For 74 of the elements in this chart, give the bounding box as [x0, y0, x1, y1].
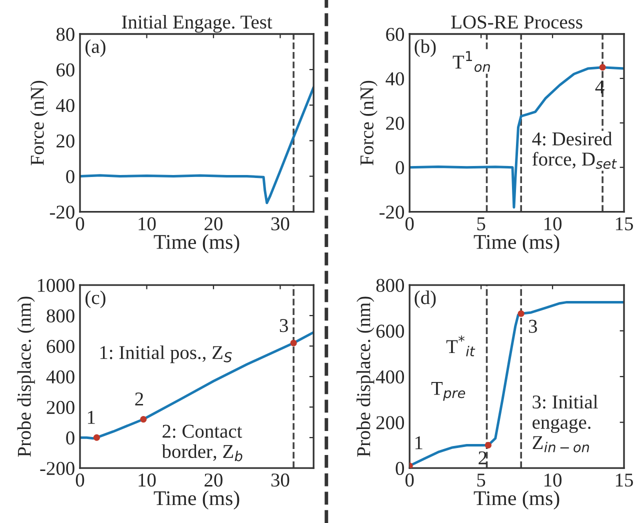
- x-tick-label: 30: [271, 217, 290, 230]
- x-axis-title: Time (ms): [474, 234, 560, 254]
- annotation: 2: [135, 392, 144, 406]
- x-axis-title: Time (ms): [154, 234, 240, 254]
- x-axis-title: Time (ms): [474, 490, 560, 510]
- y-tick-label: 200: [46, 400, 74, 414]
- annotation: T$_{pre}$: [431, 382, 466, 401]
- point: [140, 416, 147, 423]
- y-axis-title: Probe displace. (nm): [17, 296, 35, 457]
- annotation: 3: [528, 320, 537, 333]
- point: [290, 340, 297, 346]
- line-series: [80, 86, 314, 204]
- x-tick-label: 5: [477, 217, 486, 230]
- y-tick-label: 60: [56, 63, 74, 76]
- y-tick-label: 20: [386, 116, 404, 130]
- annotation: (c): [86, 290, 106, 308]
- y-tick-label: -20: [50, 206, 74, 219]
- annotation: 3: [280, 319, 288, 332]
- y-axis-title: Force (nN): [30, 80, 48, 166]
- annotation: 1: [88, 410, 95, 424]
- point: [93, 434, 100, 441]
- y-tick-label: -20: [380, 206, 404, 219]
- line-series: [80, 331, 314, 440]
- y-tick-label: 600: [46, 340, 74, 353]
- y-axis-title: Probe displace. (nm): [356, 296, 374, 457]
- x-tick-label: 10: [544, 217, 562, 230]
- annotation: 1: Initial pos., Z$_{S}$: [100, 345, 232, 364]
- y-tick-label: 0: [396, 462, 404, 476]
- x-tick-label: 10: [138, 217, 156, 230]
- point: [484, 442, 492, 448]
- y-tick-label: 800: [46, 309, 74, 322]
- y-tick-label: 600: [376, 324, 404, 338]
- annotation: 4: [595, 80, 604, 94]
- x-tick-label: 15: [616, 474, 633, 487]
- annotation: 3: Initial engage. Z$_{in−on}$: [532, 394, 598, 452]
- x-axis-title: Time (ms): [154, 490, 240, 510]
- x-tick-label: 0: [405, 217, 414, 230]
- annotation: 2: [478, 451, 486, 464]
- annotation: (a): [86, 39, 106, 57]
- y-axis-title: Force (nN): [360, 80, 378, 166]
- annotation: (d): [414, 290, 436, 308]
- x-tick-label: 5: [477, 474, 486, 487]
- annotation: T$^{1}$$_{on}$: [452, 51, 490, 72]
- y-tick-label: 20: [56, 134, 74, 148]
- x-tick-label: 20: [204, 474, 222, 487]
- y-tick-label: 60: [386, 28, 404, 41]
- annotation: 1: [415, 436, 422, 450]
- x-tick-label: 30: [271, 474, 290, 487]
- y-tick-label: 800: [376, 278, 404, 292]
- point: [518, 310, 524, 317]
- y-tick-label: 400: [46, 370, 74, 384]
- chart-title: LOS-RE Process: [451, 16, 582, 29]
- x-tick-label: 15: [616, 217, 633, 230]
- y-tick-label: 200: [376, 416, 404, 430]
- annotation: (b): [414, 39, 436, 57]
- annotation: 2: Contact border, Z$_{b}$: [162, 424, 242, 462]
- x-tick-label: 0: [405, 474, 414, 487]
- y-tick-label: 400: [376, 370, 404, 384]
- chart-title: Initial Engage. Test: [122, 14, 272, 33]
- y-tick-label: 80: [56, 28, 74, 41]
- x-tick-label: 0: [76, 474, 84, 487]
- y-tick-label: 1000: [38, 278, 74, 292]
- x-tick-label: 10: [544, 474, 562, 487]
- annotation: T$^{*}$$_{it}$: [446, 335, 476, 356]
- annotation: 4: Desired force, D$_{set}$: [532, 132, 617, 169]
- y-tick-label: -200: [40, 462, 74, 476]
- x-tick-label: 0: [76, 217, 84, 230]
- y-tick-label: 0: [66, 170, 74, 184]
- y-tick-label: 40: [386, 72, 404, 86]
- y-tick-label: 0: [396, 161, 404, 174]
- x-tick-label: 10: [138, 474, 156, 487]
- y-tick-label: 40: [56, 98, 74, 112]
- y-tick-label: 0: [66, 431, 74, 445]
- x-tick-label: 20: [204, 217, 222, 230]
